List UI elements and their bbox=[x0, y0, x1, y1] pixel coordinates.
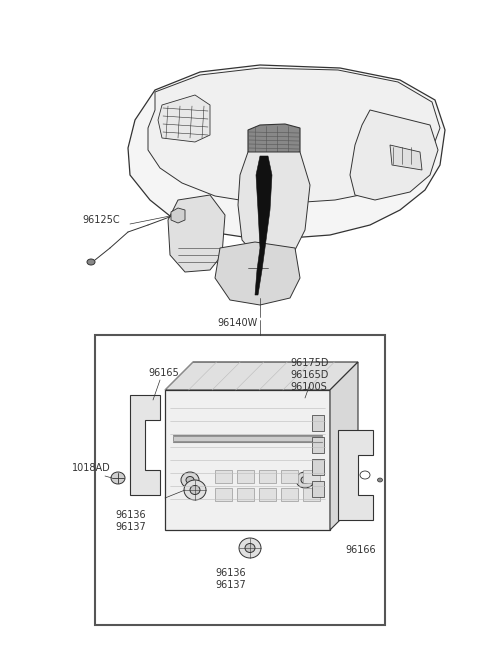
Ellipse shape bbox=[111, 472, 125, 484]
Polygon shape bbox=[255, 156, 272, 295]
Ellipse shape bbox=[360, 504, 370, 512]
Text: 96100S: 96100S bbox=[290, 382, 327, 392]
Bar bbox=[303, 470, 320, 483]
Bar bbox=[215, 470, 232, 483]
Ellipse shape bbox=[87, 259, 95, 265]
Text: 96166: 96166 bbox=[345, 545, 376, 555]
Text: 96125C: 96125C bbox=[82, 215, 120, 225]
Ellipse shape bbox=[148, 403, 156, 411]
Ellipse shape bbox=[184, 221, 206, 239]
Bar bbox=[215, 488, 232, 501]
Ellipse shape bbox=[184, 480, 206, 500]
Bar bbox=[259, 470, 276, 483]
Ellipse shape bbox=[190, 485, 200, 495]
Bar bbox=[281, 470, 298, 483]
Ellipse shape bbox=[239, 538, 261, 558]
Ellipse shape bbox=[133, 403, 143, 411]
Bar bbox=[252, 217, 292, 227]
Ellipse shape bbox=[377, 478, 383, 482]
Ellipse shape bbox=[360, 471, 370, 479]
Polygon shape bbox=[128, 65, 445, 238]
Ellipse shape bbox=[296, 472, 314, 488]
Bar bbox=[173, 436, 322, 441]
Bar bbox=[303, 488, 320, 501]
Bar bbox=[312, 481, 324, 497]
Text: 96175D: 96175D bbox=[290, 358, 328, 368]
Bar bbox=[165, 390, 330, 530]
Polygon shape bbox=[350, 110, 438, 200]
Text: 1018AD: 1018AD bbox=[72, 463, 111, 473]
Bar bbox=[237, 470, 254, 483]
Polygon shape bbox=[148, 68, 440, 203]
Ellipse shape bbox=[133, 479, 143, 487]
Ellipse shape bbox=[301, 476, 309, 483]
Polygon shape bbox=[168, 195, 225, 272]
Polygon shape bbox=[158, 95, 210, 142]
Ellipse shape bbox=[245, 544, 255, 552]
Polygon shape bbox=[130, 395, 160, 495]
Polygon shape bbox=[330, 362, 358, 530]
Bar bbox=[95, 335, 385, 625]
Bar bbox=[237, 488, 254, 501]
Bar bbox=[252, 175, 292, 185]
Ellipse shape bbox=[186, 476, 194, 483]
Bar bbox=[312, 459, 324, 475]
Text: 96136: 96136 bbox=[115, 510, 145, 520]
Bar bbox=[252, 203, 292, 213]
Bar bbox=[259, 488, 276, 501]
Polygon shape bbox=[215, 242, 300, 305]
Ellipse shape bbox=[342, 504, 350, 512]
Text: 96140W: 96140W bbox=[218, 318, 258, 328]
Text: 96136: 96136 bbox=[215, 568, 246, 578]
Polygon shape bbox=[238, 152, 310, 255]
Text: 96165D: 96165D bbox=[290, 370, 328, 380]
Text: 96137: 96137 bbox=[215, 580, 246, 590]
Ellipse shape bbox=[190, 226, 200, 234]
Bar bbox=[312, 437, 324, 453]
Polygon shape bbox=[248, 124, 300, 157]
Ellipse shape bbox=[342, 438, 350, 445]
Text: 96137: 96137 bbox=[115, 522, 146, 532]
Polygon shape bbox=[338, 430, 373, 520]
Bar bbox=[252, 189, 292, 199]
Polygon shape bbox=[165, 362, 358, 390]
Ellipse shape bbox=[360, 438, 370, 446]
Ellipse shape bbox=[181, 472, 199, 488]
Ellipse shape bbox=[248, 260, 268, 276]
Bar bbox=[281, 488, 298, 501]
Polygon shape bbox=[390, 145, 422, 170]
Polygon shape bbox=[171, 208, 185, 223]
Ellipse shape bbox=[148, 480, 156, 487]
Ellipse shape bbox=[133, 441, 143, 449]
Text: 96165: 96165 bbox=[148, 368, 179, 378]
Bar bbox=[312, 415, 324, 431]
